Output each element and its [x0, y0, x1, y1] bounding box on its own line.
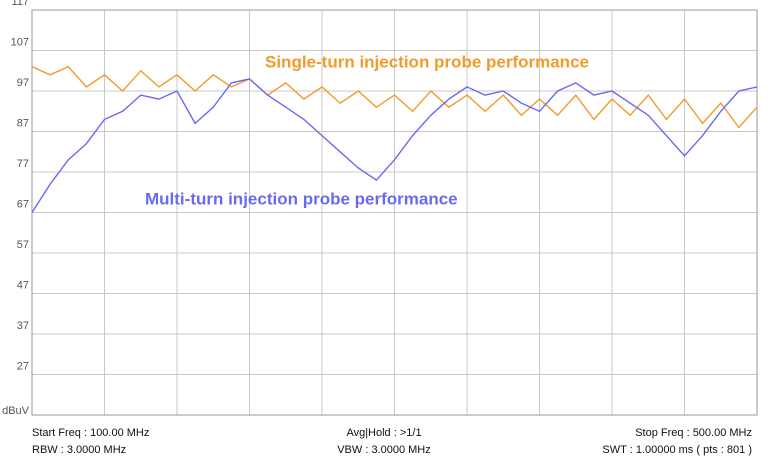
- y-tick-label: 87: [17, 117, 29, 129]
- trace: [31, 78, 758, 213]
- trace-label: Multi-turn injection probe performance: [145, 189, 458, 208]
- y-tick-label: dBuV: [2, 405, 30, 417]
- status-text: Start Freq : 100.00 MHz: [32, 427, 149, 439]
- y-tick-label: 27: [17, 360, 29, 372]
- y-tick-label: 37: [17, 320, 29, 332]
- status-text: VBW : 3.0000 MHz: [337, 444, 431, 456]
- y-tick-label: 107: [11, 36, 29, 48]
- trace: [31, 65, 758, 129]
- trace-label: Single-turn injection probe performance: [265, 52, 589, 71]
- y-tick-label: 47: [17, 279, 29, 291]
- y-tick-label: 117: [11, 0, 29, 8]
- status-text: Avg|Hold : >1/1: [346, 427, 421, 439]
- status-text: Stop Freq : 500.00 MHz: [635, 427, 752, 439]
- y-tick-label: 57: [17, 239, 29, 251]
- status-text: RBW : 3.0000 MHz: [32, 444, 126, 456]
- y-tick-label: 67: [17, 198, 29, 210]
- y-tick-label: 97: [17, 77, 29, 89]
- status-text: SWT : 1.00000 ms ( pts : 801 ): [602, 444, 752, 456]
- y-tick-label: 77: [17, 158, 29, 170]
